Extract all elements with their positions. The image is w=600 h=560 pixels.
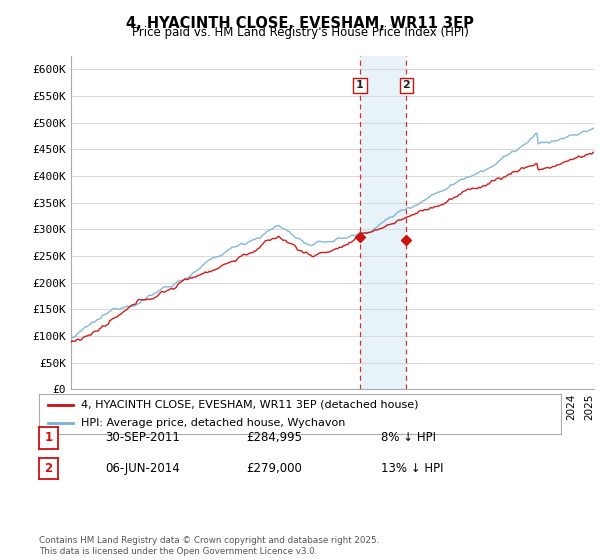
Text: 8% ↓ HPI: 8% ↓ HPI: [381, 431, 436, 445]
Text: 1: 1: [44, 431, 53, 445]
Text: 30-SEP-2011: 30-SEP-2011: [105, 431, 180, 445]
Bar: [360, 56, 406, 389]
Text: HPI: Average price, detached house, Wychavon: HPI: Average price, detached house, Wych…: [81, 418, 345, 428]
Text: 2: 2: [44, 462, 53, 475]
Text: 4, HYACINTH CLOSE, EVESHAM, WR11 3EP (detached house): 4, HYACINTH CLOSE, EVESHAM, WR11 3EP (de…: [81, 400, 418, 409]
Text: 2: 2: [403, 80, 410, 90]
Text: Price paid vs. HM Land Registry's House Price Index (HPI): Price paid vs. HM Land Registry's House …: [131, 26, 469, 39]
Text: 06-JUN-2014: 06-JUN-2014: [105, 462, 180, 475]
Text: 1: 1: [356, 80, 364, 90]
Text: 4, HYACINTH CLOSE, EVESHAM, WR11 3EP: 4, HYACINTH CLOSE, EVESHAM, WR11 3EP: [126, 16, 474, 31]
Text: £279,000: £279,000: [246, 462, 302, 475]
Text: 13% ↓ HPI: 13% ↓ HPI: [381, 462, 443, 475]
Text: £284,995: £284,995: [246, 431, 302, 445]
Text: Contains HM Land Registry data © Crown copyright and database right 2025.
This d: Contains HM Land Registry data © Crown c…: [39, 536, 379, 556]
